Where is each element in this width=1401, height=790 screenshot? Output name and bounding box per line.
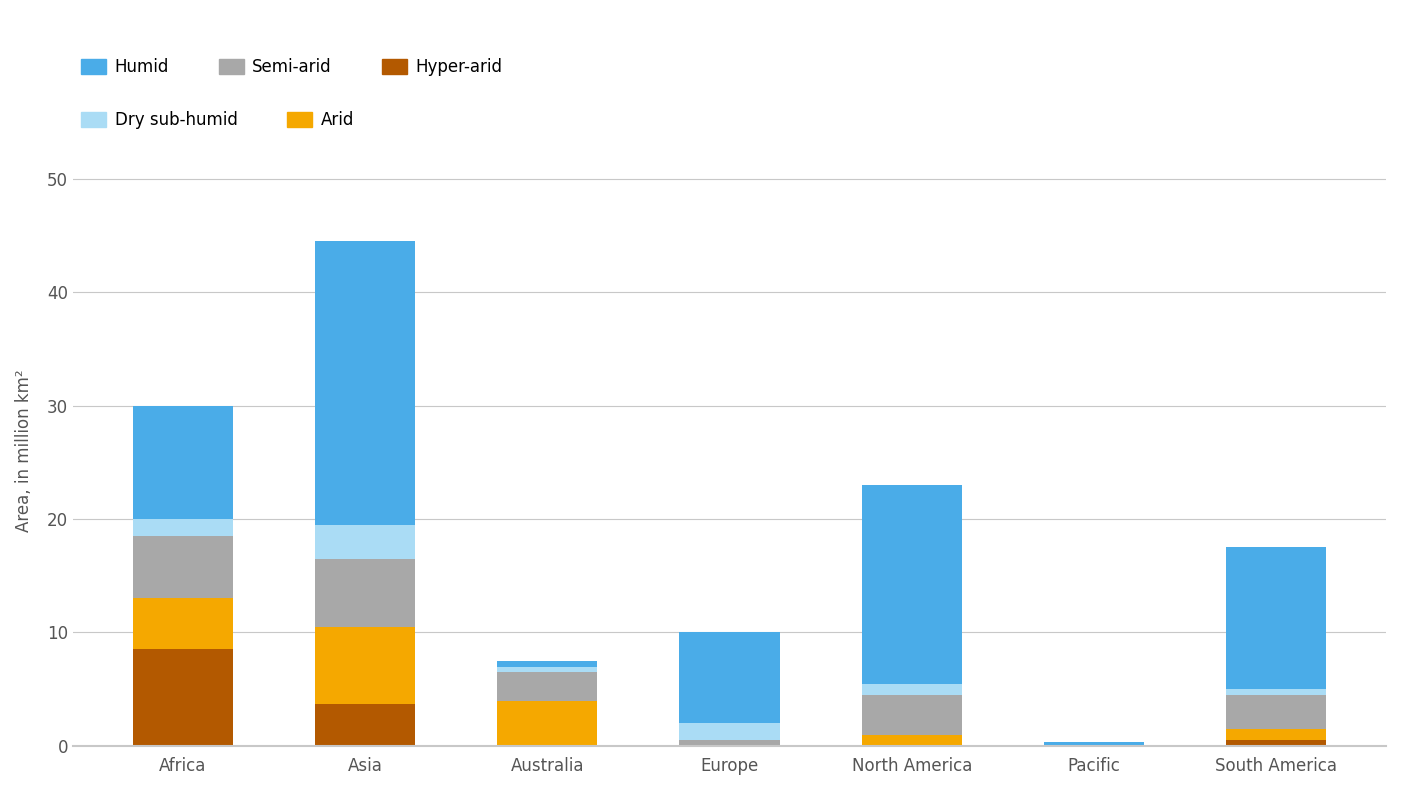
Bar: [133, 519, 233, 536]
Bar: [497, 667, 597, 672]
Bar: [1226, 689, 1327, 695]
Bar: [679, 723, 779, 740]
Bar: [1226, 547, 1327, 689]
Bar: [315, 241, 415, 525]
Bar: [497, 701, 597, 746]
Bar: [497, 661, 597, 667]
Legend: Dry sub-humid, Arid: Dry sub-humid, Arid: [81, 111, 354, 130]
Bar: [133, 649, 233, 746]
Bar: [1226, 729, 1327, 740]
Bar: [1226, 695, 1327, 729]
Bar: [862, 485, 962, 683]
Bar: [862, 735, 962, 745]
Y-axis label: Area, in million km²: Area, in million km²: [15, 370, 34, 532]
Bar: [497, 672, 597, 701]
Bar: [315, 704, 415, 746]
Bar: [862, 695, 962, 735]
Bar: [315, 525, 415, 559]
Bar: [133, 536, 233, 599]
Bar: [1044, 743, 1145, 746]
Bar: [1226, 740, 1327, 746]
Bar: [862, 683, 962, 695]
Bar: [679, 633, 779, 723]
Bar: [315, 626, 415, 704]
Bar: [133, 406, 233, 519]
Bar: [315, 559, 415, 626]
Bar: [133, 599, 233, 649]
Bar: [679, 740, 779, 746]
